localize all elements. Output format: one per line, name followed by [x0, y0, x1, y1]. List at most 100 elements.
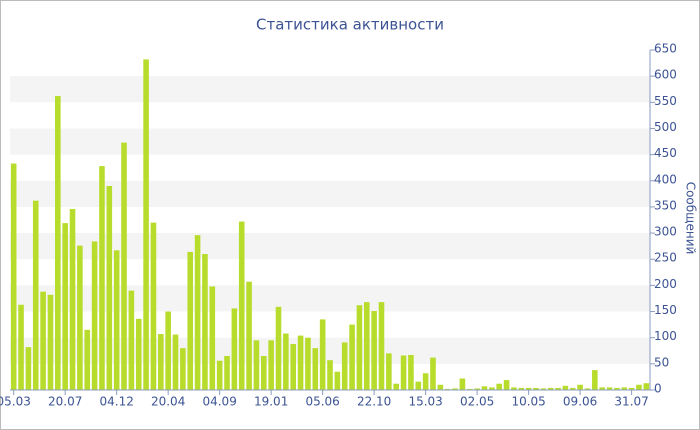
bar: [562, 385, 569, 390]
grid-band: [10, 76, 650, 103]
bar: [518, 387, 525, 390]
bar: [69, 209, 76, 390]
y-tick-label: 550: [654, 94, 677, 108]
bar: [91, 241, 98, 390]
bar: [393, 383, 400, 390]
bar: [525, 387, 532, 390]
bar: [253, 340, 260, 390]
bar: [297, 335, 304, 390]
bar: [584, 388, 591, 390]
y-tick-label: 450: [654, 146, 677, 160]
y-tick-label: 150: [654, 303, 677, 317]
bar: [569, 387, 576, 390]
bar: [238, 221, 245, 390]
bar: [121, 142, 127, 390]
bar: [481, 386, 488, 390]
y-tick-label: 100: [654, 329, 677, 343]
bar: [128, 290, 135, 390]
bar: [260, 356, 267, 390]
bar: [180, 348, 186, 390]
x-tick-label: 04.09: [202, 395, 236, 409]
bar: [614, 387, 620, 390]
grid-band: [10, 337, 650, 364]
grid-band: [10, 285, 650, 312]
grid-band: [10, 233, 650, 260]
y-tick-label: 650: [654, 42, 677, 56]
y-tick-label: 0: [654, 382, 662, 396]
y-tick-label: 200: [654, 277, 677, 291]
bar: [327, 360, 333, 390]
bar: [47, 294, 54, 390]
bar: [349, 324, 355, 390]
bar: [459, 378, 466, 390]
bar: [606, 387, 613, 390]
bar: [135, 318, 142, 390]
bar: [209, 286, 216, 390]
x-tick-label: 20.04: [151, 395, 185, 409]
x-tick-label: 20.07: [48, 395, 82, 409]
bar: [305, 337, 311, 390]
bar: [444, 388, 451, 390]
bar: [290, 343, 297, 390]
bar: [187, 251, 194, 390]
bar: [158, 334, 164, 390]
bar: [628, 387, 635, 390]
bar: [341, 342, 348, 390]
bar: [77, 245, 83, 390]
bar: [415, 381, 422, 390]
bar: [474, 388, 480, 390]
x-tick-label: 04.12: [99, 395, 133, 409]
bar: [106, 186, 113, 390]
bar: [489, 387, 495, 390]
y-tick-label: 600: [654, 68, 677, 82]
x-tick-label: 09.06: [563, 395, 597, 409]
bar: [356, 305, 363, 390]
bar: [40, 291, 46, 390]
bar: [62, 223, 68, 390]
bar: [400, 355, 407, 390]
bar: [511, 387, 517, 390]
grid-band: [10, 180, 650, 207]
bar: [113, 250, 120, 390]
bar: [555, 387, 561, 390]
bar: [312, 348, 319, 390]
bar: [466, 388, 473, 390]
x-tick-label: 22.10: [357, 395, 391, 409]
bar: [172, 334, 179, 390]
x-tick-label: 15.03: [408, 395, 442, 409]
bar: [386, 353, 392, 390]
bar: [334, 371, 341, 390]
bar: [84, 329, 91, 390]
bar: [533, 387, 539, 390]
y-tick-label: 50: [654, 355, 669, 369]
bar: [202, 254, 208, 390]
bar: [621, 387, 628, 390]
bar: [540, 388, 547, 390]
y-axis-title: Сообщений: [684, 182, 698, 255]
bar: [430, 357, 436, 390]
bar: [599, 387, 605, 390]
bar: [231, 308, 238, 390]
x-tick-label: 02.05: [460, 395, 494, 409]
bar: [408, 354, 414, 390]
bar: [378, 302, 385, 390]
chart-title: Статистика активности: [256, 16, 444, 34]
grid-band: [10, 128, 650, 155]
bar: [275, 306, 282, 390]
bar: [363, 302, 370, 390]
bar: [636, 384, 642, 390]
bar: [25, 347, 32, 390]
x-tick-label: 05.03: [0, 395, 31, 409]
x-tick-label: 05.06: [305, 395, 339, 409]
bar: [371, 311, 377, 390]
bar: [496, 383, 502, 390]
bar: [547, 387, 554, 390]
y-tick-label: 400: [654, 172, 677, 186]
bar: [55, 96, 61, 391]
bar: [99, 166, 105, 390]
bar: [643, 383, 650, 390]
bar: [224, 356, 230, 390]
bar: [422, 373, 429, 390]
y-tick-label: 300: [654, 225, 677, 239]
y-tick-label: 350: [654, 198, 677, 212]
